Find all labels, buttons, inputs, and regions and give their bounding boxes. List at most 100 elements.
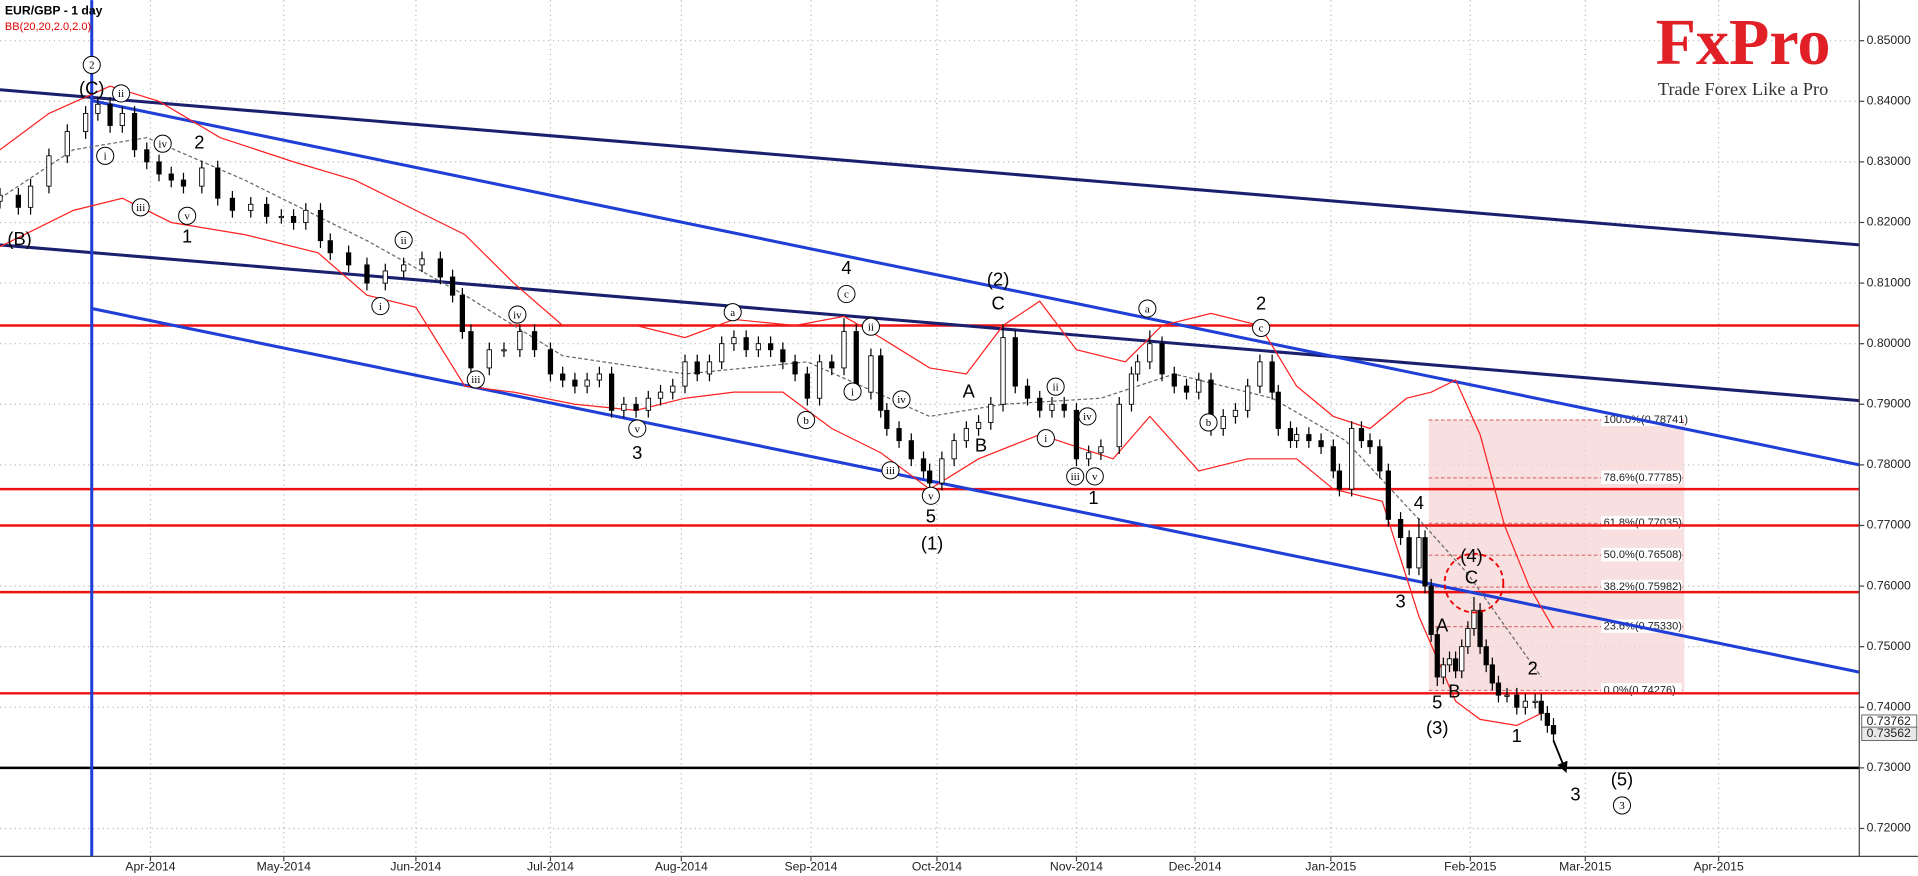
chart-title: EUR/GBP - 1 day xyxy=(5,3,103,17)
wave-circle xyxy=(153,134,172,153)
candle-body xyxy=(1012,337,1018,387)
wave-circle xyxy=(1085,467,1104,486)
x-tick-label: Dec-2014 xyxy=(1169,860,1222,874)
indicator-label: BB(20,20,2.0,2.0) xyxy=(5,21,91,33)
wave-label: v xyxy=(184,211,190,223)
x-tick-label: Nov-2014 xyxy=(1050,860,1103,874)
price-tag xyxy=(1861,726,1918,741)
y-tick-label: 0.73000 xyxy=(1867,760,1911,774)
wave-circle xyxy=(371,297,390,316)
candle-body xyxy=(1446,658,1453,666)
candle-body xyxy=(1377,446,1383,472)
candle-body xyxy=(963,428,969,442)
candle-body xyxy=(1483,646,1489,666)
candle-body xyxy=(1336,470,1343,490)
candle-body xyxy=(1245,385,1251,411)
wave-circle xyxy=(892,390,911,409)
y-tick-label: 0.77000 xyxy=(1867,518,1911,532)
fib-label: 78.6%(0.77785) xyxy=(1604,472,1682,484)
candle-body xyxy=(248,203,254,211)
candle-body xyxy=(920,458,927,472)
x-tick-label: Apr-2015 xyxy=(1693,860,1743,874)
candle-body xyxy=(1416,537,1422,569)
candle-body xyxy=(303,209,309,223)
candle-body xyxy=(1098,446,1104,454)
brand-logo: FxPro xyxy=(1656,6,1831,79)
candle-body xyxy=(449,276,456,296)
wave-label: b xyxy=(1206,417,1212,429)
wave-label: (3) xyxy=(1426,717,1448,738)
candle-body xyxy=(1422,537,1428,587)
wave-circle xyxy=(466,370,485,389)
candle-body xyxy=(144,149,150,163)
candle-body xyxy=(1306,434,1312,442)
x-tick-label: Sep-2014 xyxy=(784,860,837,874)
wave-circle xyxy=(837,284,856,304)
wave-label: B xyxy=(1448,681,1460,702)
candle-body xyxy=(951,440,957,460)
wave-label: v xyxy=(1092,471,1098,483)
candle-body xyxy=(988,403,994,423)
wave-circle xyxy=(96,146,115,165)
candle-body xyxy=(1434,634,1440,678)
candle-body xyxy=(82,112,89,133)
candle-body xyxy=(1000,337,1006,405)
candle-body xyxy=(15,194,21,208)
candle-body xyxy=(1471,609,1477,629)
bollinger-band xyxy=(0,137,1542,678)
wave-label: v xyxy=(635,423,641,435)
candle-body xyxy=(290,215,297,223)
candle-body xyxy=(1287,428,1294,442)
wave-label: (C) xyxy=(79,78,104,99)
candle-body xyxy=(841,331,847,369)
wave-label: A xyxy=(1436,615,1449,636)
x-tick-label: Feb-2015 xyxy=(1444,860,1497,874)
x-tick-label: Aug-2014 xyxy=(655,860,708,874)
candle-body xyxy=(560,373,566,381)
wave-label: 2 xyxy=(1256,293,1266,314)
candle-body xyxy=(501,349,507,352)
wave-label: 3 xyxy=(632,442,642,463)
fib-label: 0.0%(0.74276) xyxy=(1604,684,1676,696)
candle-body xyxy=(1495,682,1502,696)
x-tick-label: Apr-2014 xyxy=(125,860,175,874)
fib-label: 50.0%(0.76508) xyxy=(1604,549,1682,561)
candle-body xyxy=(156,161,162,175)
wave-label: 1 xyxy=(182,225,192,246)
candle-body xyxy=(1061,403,1067,411)
wave-label: i xyxy=(851,386,854,398)
candle-body xyxy=(878,355,884,411)
wave-label: (B) xyxy=(7,228,31,249)
wave-circle xyxy=(861,317,880,336)
wave-label: iii xyxy=(471,374,480,386)
wave-label: iii xyxy=(1071,471,1080,483)
candle-body xyxy=(215,167,221,199)
candle-body xyxy=(547,349,554,375)
candle-body xyxy=(780,349,786,363)
candle-body xyxy=(1428,585,1434,635)
wave-circle xyxy=(1078,407,1097,426)
candle-body xyxy=(1257,361,1263,387)
candle-body xyxy=(1385,470,1391,520)
candle-body xyxy=(804,373,810,399)
candle-body xyxy=(168,173,174,181)
wave-circle xyxy=(881,461,900,480)
candle-body xyxy=(264,203,270,217)
trend-line xyxy=(91,307,1860,674)
candle-body xyxy=(884,409,890,429)
candle-body xyxy=(345,252,352,266)
candle-body xyxy=(199,167,205,187)
candle-body xyxy=(694,361,700,375)
wave-label: 2 xyxy=(89,60,95,72)
wave-label: 1 xyxy=(1512,725,1522,746)
wave-label: C xyxy=(1465,567,1478,588)
candle-body xyxy=(1024,385,1031,399)
candle-body xyxy=(64,131,70,157)
wave-circle xyxy=(1046,377,1065,396)
wave-label: 2 xyxy=(194,132,204,153)
candle-body xyxy=(816,361,823,399)
candle-body xyxy=(419,258,425,266)
plot: 100.0%(0.78741)78.6%(0.77785)61.8%(0.770… xyxy=(0,0,1860,857)
bollinger-band xyxy=(0,85,1555,629)
